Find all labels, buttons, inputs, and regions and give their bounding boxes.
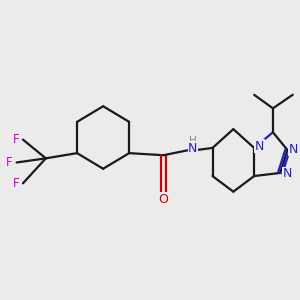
Text: N: N (255, 140, 265, 153)
Text: N: N (282, 167, 292, 180)
Text: H: H (189, 136, 197, 146)
Text: O: O (159, 193, 169, 206)
Text: F: F (14, 133, 20, 146)
Text: N: N (188, 142, 197, 155)
Text: F: F (5, 156, 12, 169)
Text: N: N (289, 142, 298, 156)
Text: F: F (14, 177, 20, 190)
